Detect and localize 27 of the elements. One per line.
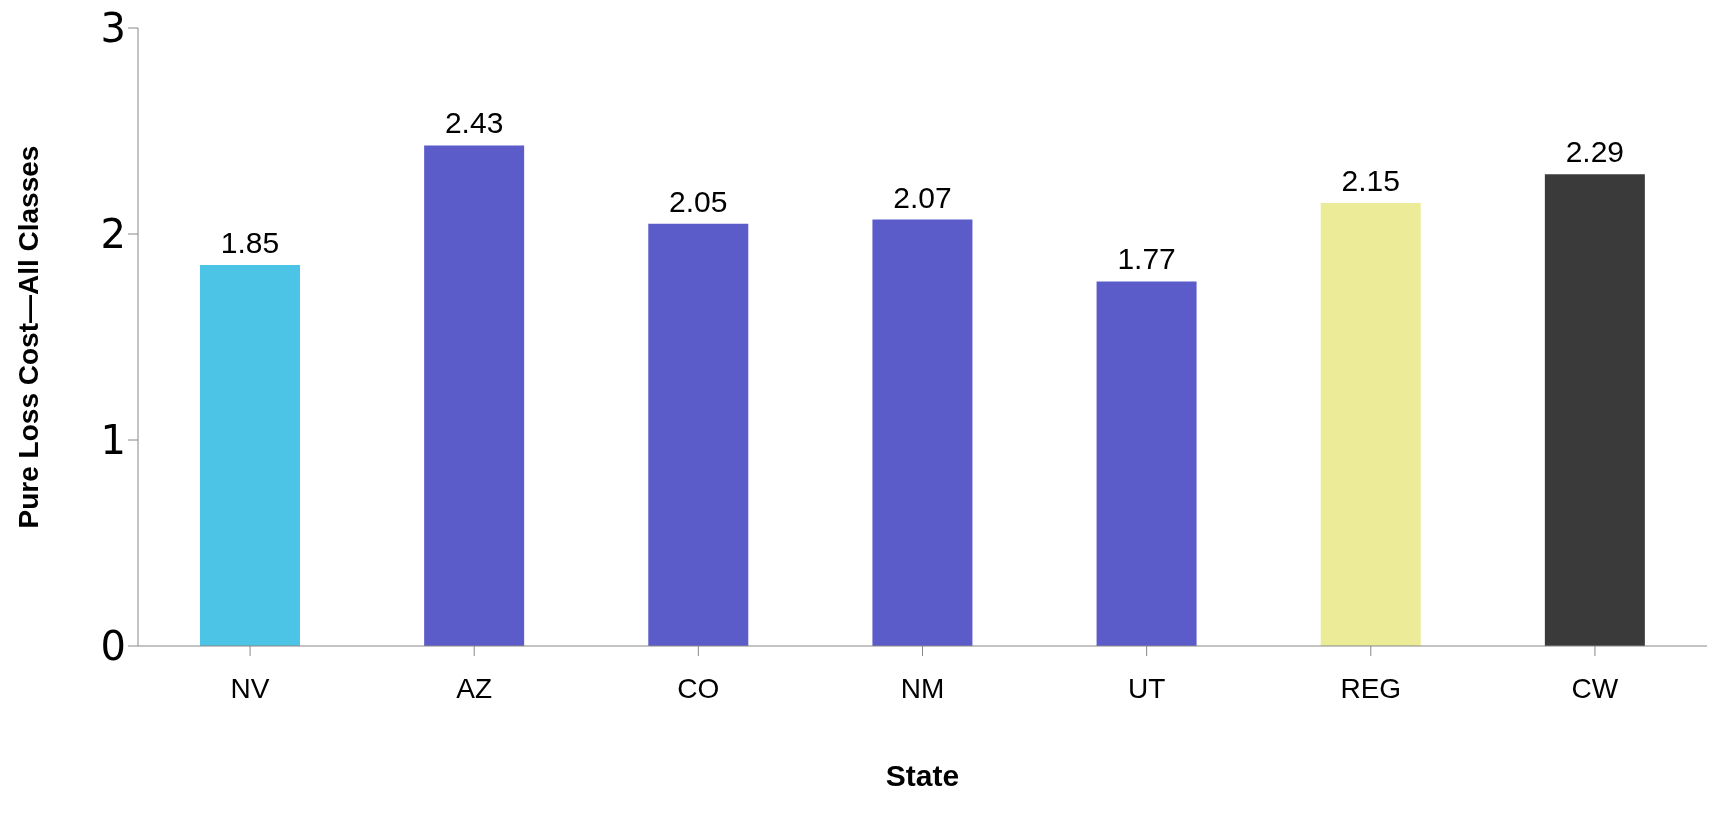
y-tick-label: 1 [100,417,126,464]
bar [200,264,300,646]
bar [1320,203,1421,646]
x-axis-title: State [885,759,960,792]
x-tick-label: CW [1571,672,1619,704]
x-tick-label: NV [230,672,270,704]
y-tick-label: 0 [100,623,126,670]
bar [1096,281,1197,646]
y-tick-label: 3 [100,5,126,52]
x-tick-label: AZ [456,672,493,704]
x-tick-label: CO [677,672,720,704]
bar [1544,174,1645,646]
bar [648,223,749,646]
x-tick-label: REG [1340,672,1402,704]
data-label: 2.05 [669,184,728,218]
x-tick-label: NM [900,672,945,704]
bar [424,145,525,646]
data-label: 2.15 [1341,164,1400,198]
data-label: 2.29 [1565,135,1625,169]
x-tick-label: UT [1127,672,1166,704]
y-axis-title: Pure Loss Cost—All Classes [12,145,44,529]
data-label: 1.77 [1117,242,1176,276]
y-tick-label: 2 [100,211,126,258]
data-label: 1.85 [220,225,280,259]
data-label: 2.43 [444,106,504,140]
data-label: 2.07 [893,180,952,214]
bar [872,219,973,646]
